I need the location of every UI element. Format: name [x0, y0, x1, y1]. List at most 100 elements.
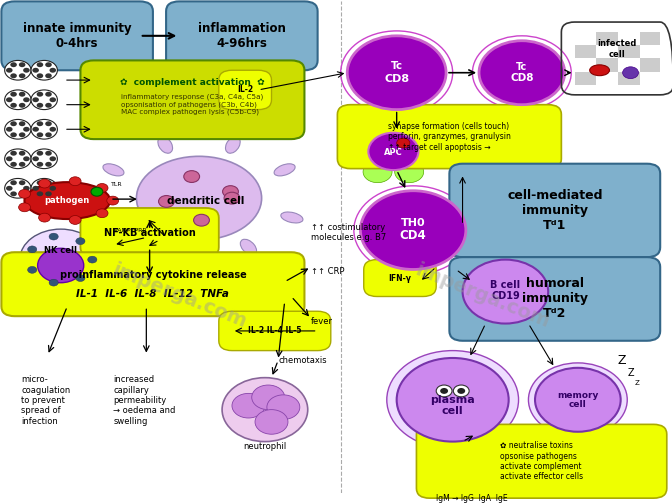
- Text: cell: cell: [569, 400, 587, 409]
- Text: cell: cell: [609, 49, 626, 58]
- FancyBboxPatch shape: [450, 163, 660, 257]
- Circle shape: [50, 186, 56, 191]
- Circle shape: [10, 180, 17, 185]
- Ellipse shape: [158, 137, 173, 153]
- Circle shape: [454, 385, 469, 397]
- Text: CD8: CD8: [510, 72, 534, 82]
- Circle shape: [91, 187, 103, 196]
- Circle shape: [31, 149, 57, 169]
- Text: APC: APC: [384, 148, 403, 157]
- Circle shape: [19, 203, 30, 212]
- Circle shape: [32, 186, 39, 191]
- Circle shape: [37, 62, 43, 67]
- Text: TLR: TLR: [111, 183, 122, 187]
- Circle shape: [255, 409, 288, 434]
- Circle shape: [37, 180, 43, 185]
- Circle shape: [183, 171, 200, 183]
- Circle shape: [49, 279, 58, 286]
- Text: inflammation
4-96hrs: inflammation 4-96hrs: [198, 22, 286, 50]
- Circle shape: [19, 190, 30, 198]
- Circle shape: [37, 121, 43, 126]
- Text: IL-2 IL-4 IL-5: IL-2 IL-4 IL-5: [248, 326, 302, 336]
- Circle shape: [222, 186, 239, 198]
- Circle shape: [6, 68, 13, 73]
- Text: Tc: Tc: [516, 62, 528, 72]
- Circle shape: [28, 267, 37, 273]
- Circle shape: [50, 68, 56, 73]
- FancyBboxPatch shape: [450, 257, 660, 341]
- Text: infected: infected: [597, 39, 637, 48]
- Circle shape: [45, 121, 52, 126]
- Text: IL-2: IL-2: [237, 86, 253, 95]
- Circle shape: [222, 378, 308, 442]
- Circle shape: [6, 127, 13, 132]
- FancyBboxPatch shape: [219, 311, 331, 351]
- Circle shape: [360, 191, 466, 270]
- FancyBboxPatch shape: [81, 208, 219, 257]
- Circle shape: [31, 60, 57, 80]
- Bar: [596, 58, 618, 72]
- Bar: [640, 72, 661, 85]
- Circle shape: [87, 256, 97, 263]
- Circle shape: [23, 186, 30, 191]
- Circle shape: [363, 120, 392, 142]
- Text: increased
capillary
permeability
→ oedema and
swelling: increased capillary permeability → oedem…: [114, 375, 176, 426]
- Ellipse shape: [241, 239, 257, 255]
- Circle shape: [19, 162, 26, 167]
- Circle shape: [37, 151, 43, 156]
- Circle shape: [50, 156, 56, 161]
- Circle shape: [20, 229, 101, 290]
- Circle shape: [5, 149, 31, 169]
- Circle shape: [37, 73, 43, 78]
- Circle shape: [96, 209, 108, 218]
- Circle shape: [436, 385, 452, 397]
- Circle shape: [45, 132, 52, 137]
- Circle shape: [23, 97, 30, 102]
- FancyBboxPatch shape: [1, 2, 153, 70]
- Circle shape: [37, 191, 43, 196]
- Text: Z: Z: [618, 354, 626, 367]
- Circle shape: [37, 103, 43, 108]
- Circle shape: [19, 180, 26, 185]
- Ellipse shape: [158, 243, 173, 260]
- Circle shape: [37, 92, 43, 97]
- Text: cell-mediated
immunity
Tᵈ1: cell-mediated immunity Tᵈ1: [507, 189, 603, 232]
- Circle shape: [347, 140, 376, 162]
- Circle shape: [10, 151, 17, 156]
- Bar: [596, 45, 618, 58]
- Bar: [575, 45, 596, 58]
- FancyBboxPatch shape: [364, 260, 436, 296]
- Circle shape: [23, 127, 30, 132]
- FancyBboxPatch shape: [417, 425, 667, 498]
- Circle shape: [232, 393, 265, 418]
- Circle shape: [32, 156, 39, 161]
- Circle shape: [368, 133, 419, 170]
- Text: proinflammatory cytokine release: proinflammatory cytokine release: [60, 270, 247, 280]
- Circle shape: [6, 186, 13, 191]
- Circle shape: [45, 191, 52, 196]
- Circle shape: [28, 246, 37, 253]
- Circle shape: [10, 132, 17, 137]
- Circle shape: [6, 97, 13, 102]
- Text: NK cell: NK cell: [44, 246, 77, 255]
- Text: Z: Z: [627, 368, 634, 378]
- Circle shape: [37, 162, 43, 167]
- Text: NF-KB activation: NF-KB activation: [103, 227, 196, 237]
- Circle shape: [159, 196, 174, 207]
- Circle shape: [394, 120, 423, 142]
- Circle shape: [45, 103, 52, 108]
- Circle shape: [5, 60, 31, 80]
- Circle shape: [623, 67, 638, 78]
- Circle shape: [387, 351, 519, 449]
- Text: Tc: Tc: [390, 61, 403, 71]
- FancyBboxPatch shape: [219, 70, 271, 110]
- Bar: [618, 72, 640, 85]
- Circle shape: [76, 238, 85, 244]
- Circle shape: [31, 90, 57, 110]
- Circle shape: [38, 179, 50, 188]
- Circle shape: [10, 62, 17, 67]
- FancyBboxPatch shape: [337, 105, 561, 169]
- Circle shape: [394, 161, 423, 183]
- Circle shape: [19, 191, 26, 196]
- Circle shape: [69, 216, 81, 224]
